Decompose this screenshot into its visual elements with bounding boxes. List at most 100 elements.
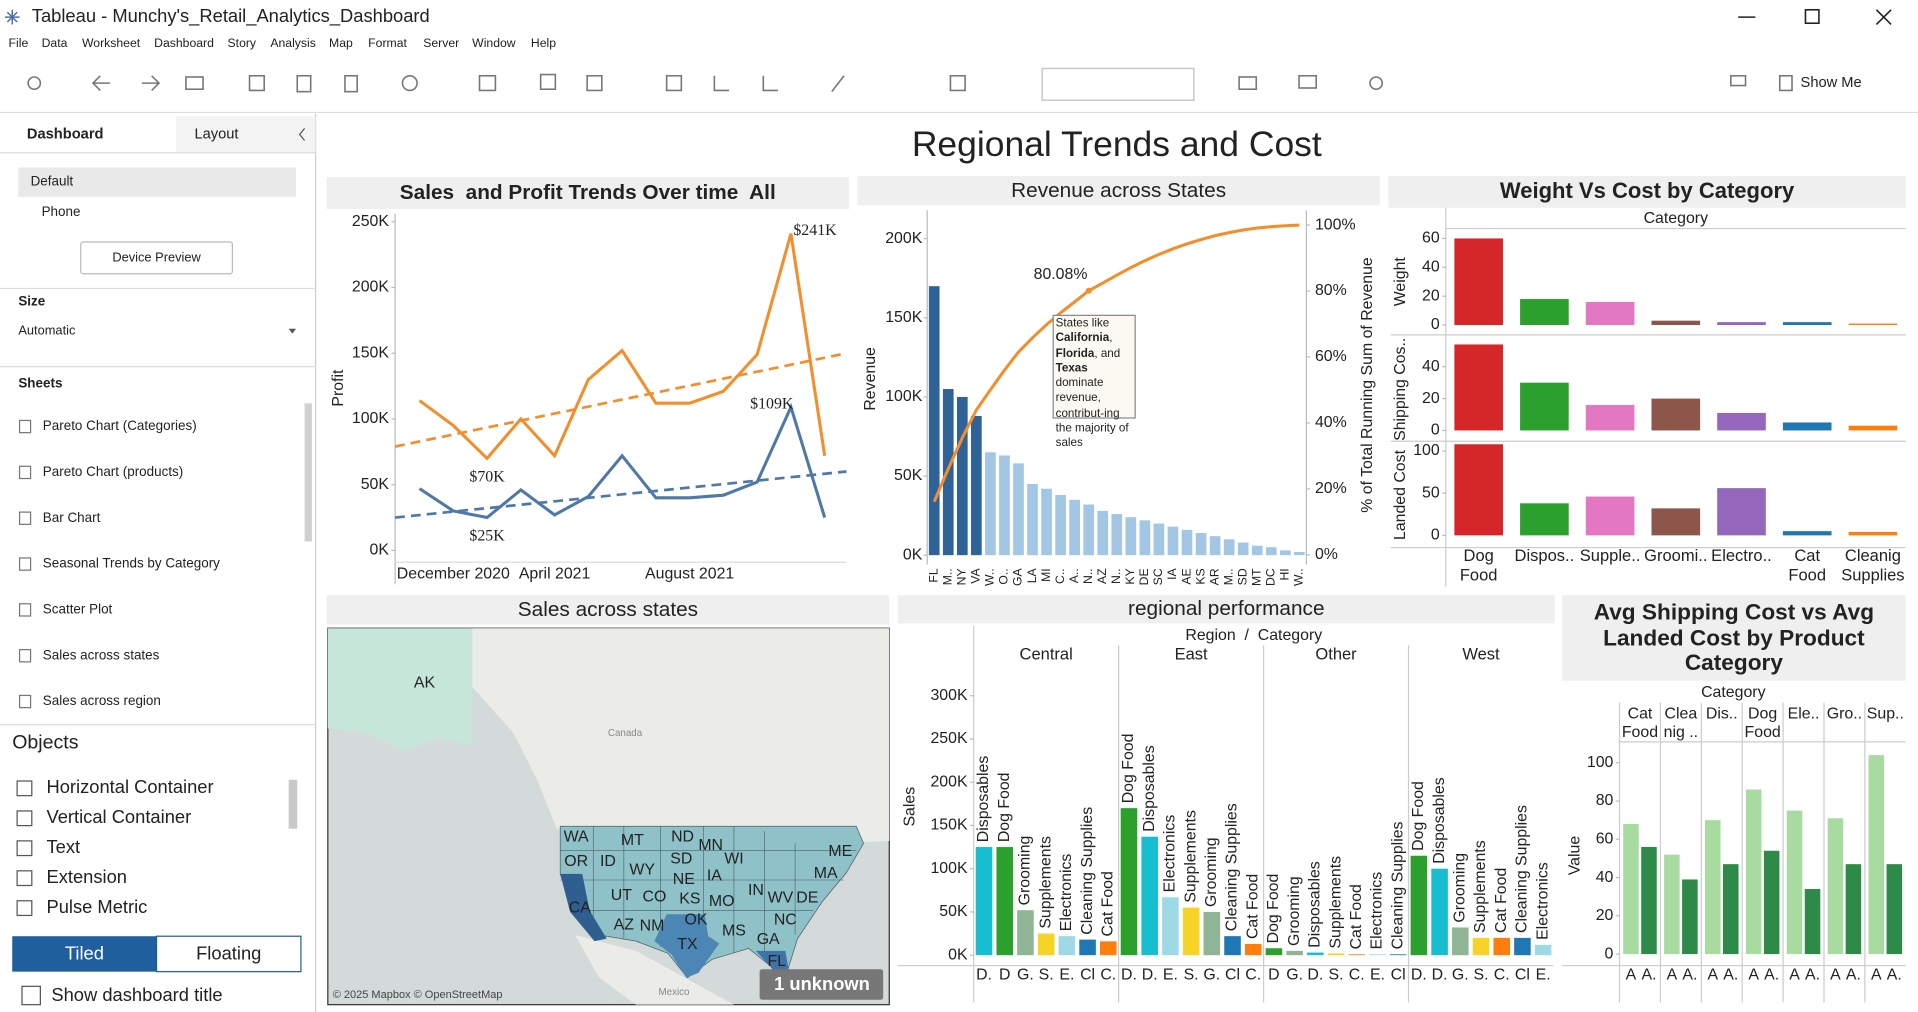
- toolbar-icon[interactable]: [478, 74, 497, 92]
- toolbar-icon[interactable]: [1730, 74, 1747, 87]
- forward-button[interactable]: [141, 75, 161, 92]
- bar: [1845, 864, 1862, 955]
- x-tick-label: Dispos..: [1514, 546, 1575, 565]
- toolbar-icon[interactable]: [27, 76, 42, 91]
- toolbar-icon[interactable]: [401, 74, 418, 92]
- state-label: MA: [814, 865, 838, 882]
- menu-item[interactable]: Map: [329, 36, 353, 50]
- menu-item[interactable]: Window: [472, 36, 516, 50]
- menu-item[interactable]: Help: [531, 36, 556, 50]
- menu-item[interactable]: Server: [423, 36, 459, 50]
- object-item[interactable]: Extension: [46, 866, 127, 887]
- chart-title: Weight Vs Cost by Category: [1499, 178, 1795, 204]
- sidebar-tab[interactable]: Dashboard: [27, 126, 104, 142]
- back-button[interactable]: [91, 75, 111, 92]
- toolbar-icon[interactable]: [539, 73, 557, 91]
- share-button[interactable]: [1369, 76, 1384, 91]
- menu-item[interactable]: File: [9, 36, 29, 50]
- y-tick-label: 20: [1422, 390, 1440, 407]
- presentation-button[interactable]: [1298, 74, 1317, 89]
- sheet-list: Pareto Chart (Categories) Pareto Chart (p…: [18, 418, 220, 709]
- bar-label: Supplements: [1472, 840, 1489, 933]
- object-list: Horizontal Container Vertical Container Te…: [16, 776, 214, 917]
- menu-item[interactable]: Story: [228, 36, 257, 50]
- toolbar-icon[interactable]: [831, 75, 845, 93]
- x-tick-label: D.: [1142, 967, 1158, 984]
- restore-button[interactable]: [1804, 8, 1820, 25]
- sheet-item[interactable]: Pareto Chart (Categories): [43, 418, 197, 433]
- bar: [1682, 879, 1698, 955]
- menu-item[interactable]: Data: [42, 36, 68, 50]
- state-label: WA: [564, 828, 589, 845]
- annotation-text: States like: [1055, 316, 1110, 330]
- object-item[interactable]: Horizontal Container: [46, 776, 213, 797]
- toolbar-dropdown[interactable]: [1041, 67, 1195, 102]
- map-land: [472, 628, 890, 856]
- menu-item[interactable]: Format: [368, 36, 407, 50]
- x-tick-label-box: Cleanig Supplies: [1841, 546, 1905, 584]
- scrollbar[interactable]: [288, 779, 298, 829]
- bar: [1472, 937, 1490, 956]
- x-tick-label: S.: [1329, 967, 1344, 984]
- unknown-badge[interactable]: [759, 969, 884, 1000]
- device-preview-button[interactable]: [80, 241, 234, 275]
- toolbar-icon[interactable]: [185, 76, 204, 91]
- sheet-item[interactable]: Pareto Chart (products): [43, 464, 183, 479]
- bar-label: Cat Food: [1244, 874, 1261, 939]
- map-land: [574, 935, 734, 1005]
- show-me-button[interactable]: Show Me: [1801, 75, 1862, 91]
- toolbar-icon[interactable]: [344, 74, 358, 93]
- toolbar-icon[interactable]: [713, 75, 730, 92]
- x-tick-label: A.: [1641, 967, 1656, 984]
- toolbar-icon[interactable]: [1238, 76, 1258, 91]
- y2-tick-label: 0%: [1315, 546, 1338, 563]
- y-axis-title: Value: [1567, 836, 1584, 876]
- annotation-text: ,: [1109, 331, 1113, 346]
- size-dropdown[interactable]: Automatic: [18, 323, 76, 338]
- bar: [1013, 463, 1024, 556]
- toolbar-icon[interactable]: [949, 74, 966, 92]
- y-tick-label: 300K: [930, 687, 968, 704]
- show-me-icon[interactable]: [1778, 74, 1793, 92]
- x-tick-label-box: Supple..: [1580, 546, 1641, 564]
- y-axis-title: Sales: [901, 787, 918, 827]
- device-option[interactable]: Phone: [42, 204, 81, 219]
- bar: [1623, 823, 1639, 955]
- menu-item[interactable]: Analysis: [270, 36, 316, 50]
- bar: [1717, 322, 1766, 326]
- show-title-checkbox[interactable]: [21, 985, 41, 1006]
- sheet-item[interactable]: Bar Chart: [43, 510, 101, 525]
- sheet-item[interactable]: Seasonal Trends by Category: [43, 556, 220, 571]
- x-tick-label: AR: [1207, 568, 1221, 585]
- state-label: ND: [671, 828, 694, 845]
- menu-item[interactable]: Dashboard: [154, 36, 214, 50]
- device-option[interactable]: Default: [31, 174, 74, 189]
- sheet-item[interactable]: Sales across states: [43, 647, 160, 662]
- object-item[interactable]: Pulse Metric: [46, 896, 147, 917]
- device-selected: [18, 167, 297, 197]
- y-tick-label: 200K: [930, 773, 968, 790]
- toolbar-icon[interactable]: [296, 74, 312, 93]
- toolbar-icon[interactable]: [586, 74, 603, 92]
- toolbar-icon[interactable]: [762, 75, 778, 92]
- bar: [1307, 952, 1324, 956]
- close-button[interactable]: [1875, 9, 1892, 26]
- sheet-item[interactable]: Scatter Plot: [43, 601, 113, 616]
- scrollbar[interactable]: [304, 403, 312, 542]
- save-button[interactable]: [248, 74, 266, 92]
- point-marker: [1085, 287, 1092, 294]
- y-tick-label: 0: [1431, 527, 1440, 544]
- floating-button[interactable]: [155, 935, 302, 973]
- collapse-button[interactable]: [298, 127, 306, 141]
- tiled-button[interactable]: [12, 936, 157, 972]
- menu-item[interactable]: Worksheet: [82, 36, 141, 50]
- sidebar-tab[interactable]: Layout: [194, 126, 238, 142]
- object-item[interactable]: Text: [46, 836, 80, 857]
- y-tick-label: 20: [1596, 907, 1614, 924]
- toolbar-icon[interactable]: [665, 74, 683, 92]
- bar: [1141, 836, 1158, 956]
- object-item[interactable]: Vertical Container: [46, 806, 191, 827]
- y2-tick-label: 80%: [1315, 282, 1347, 299]
- x-tick-label: Cleanig Supplies: [1841, 546, 1905, 584]
- sheet-item[interactable]: Sales across region: [43, 693, 161, 708]
